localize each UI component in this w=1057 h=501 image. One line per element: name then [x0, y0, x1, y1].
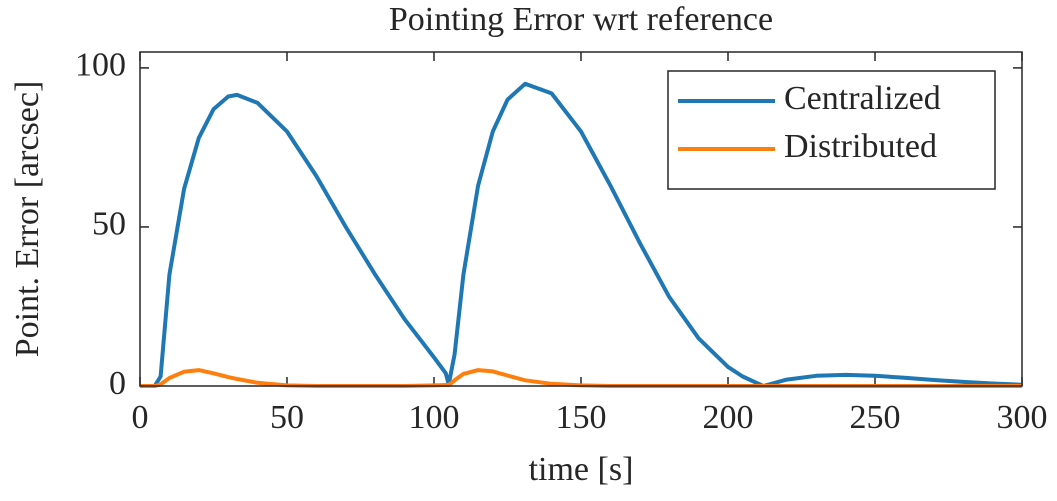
x-tick-label: 250: [850, 399, 901, 436]
x-tick-label: 100: [409, 399, 460, 436]
y-axis-label: Point. Error [arcsec]: [9, 81, 46, 358]
axes-box: [139, 51, 1023, 387]
x-tick-label: 200: [703, 399, 754, 436]
y-tick-label: 0: [109, 365, 126, 402]
y-tick-label: 50: [92, 206, 126, 243]
chart-title: Pointing Error wrt reference: [389, 1, 773, 38]
legend-box: [667, 70, 996, 190]
series-line: [140, 81, 1023, 388]
legend-label: Distributed: [784, 128, 937, 165]
x-tick-label: 150: [556, 399, 607, 436]
legend-label: Centralized: [784, 80, 941, 117]
x-axis-label: time [s]: [529, 451, 634, 488]
x-tick-label: 50: [270, 399, 304, 436]
x-tick-label: 300: [997, 399, 1048, 436]
x-tick-label: 0: [132, 399, 149, 436]
y-tick-label: 100: [75, 47, 126, 84]
